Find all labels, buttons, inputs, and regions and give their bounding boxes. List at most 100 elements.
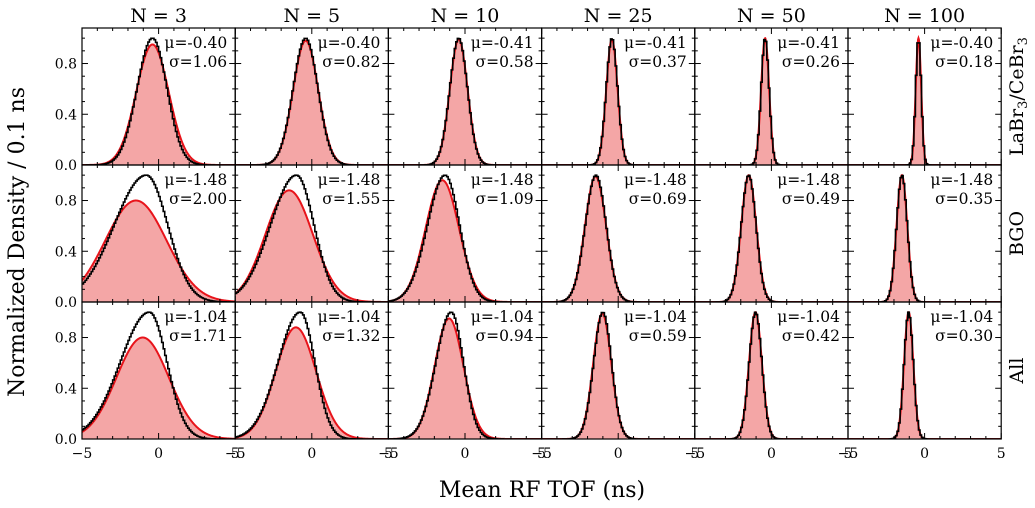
y-tick-label: 0.8 — [55, 331, 77, 347]
x-tick-label: 5 — [231, 446, 240, 462]
y-tick-label: 0.4 — [55, 381, 77, 397]
x-tick-label: 0 — [920, 446, 929, 462]
y-tick-label: 0.0 — [55, 158, 77, 174]
histogram-panel: 0.0 0.4 0.8 −5 0 5 μ=-1.04σ=1.71 — [55, 301, 240, 462]
y-tick-label: 0.0 — [55, 295, 77, 311]
histogram-panel: μ=-0.41σ=0.37 — [540, 27, 696, 166]
histogram-step — [82, 311, 236, 439]
row-label-part: /CeBr — [1006, 44, 1028, 100]
mu-annotation: μ=-1.04 — [930, 308, 993, 326]
fit-area — [541, 176, 695, 302]
sigma-annotation: σ=0.37 — [629, 53, 687, 71]
row-label: BGO — [1006, 211, 1028, 256]
mu-annotation: μ=-1.04 — [777, 308, 840, 326]
sigma-annotation: σ=0.49 — [782, 190, 840, 208]
mu-annotation: μ=-1.48 — [164, 171, 227, 189]
mu-annotation: μ=-1.48 — [471, 171, 534, 189]
column-header: N = 25 — [584, 5, 653, 27]
mu-annotation: μ=-1.48 — [624, 171, 687, 189]
sigma-annotation: σ=0.59 — [629, 327, 687, 345]
fit-area — [388, 39, 542, 165]
mu-annotation: μ=-1.48 — [318, 171, 381, 189]
x-tick-label: 0 — [767, 446, 776, 462]
y-tick-label: 0.4 — [55, 107, 77, 123]
y-tick-label: 0.8 — [55, 194, 77, 210]
sigma-annotation: σ=0.82 — [322, 53, 380, 71]
mu-annotation: μ=-0.41 — [471, 34, 534, 52]
histogram-step — [848, 311, 1002, 439]
fit-area — [82, 44, 236, 165]
row-label-part: 3 — [1016, 101, 1031, 109]
sigma-annotation: σ=0.69 — [629, 190, 687, 208]
histogram-step — [541, 174, 695, 302]
row-label-part: LaBr — [1006, 108, 1028, 156]
histogram-panel: −5 0 5 μ=-1.04σ=0.30 — [838, 301, 1006, 462]
histogram-panel: 0.0 0.4 0.8 μ=-0.40σ=1.06 — [55, 27, 236, 174]
row-label: All — [1006, 358, 1028, 385]
mu-annotation: μ=-0.41 — [777, 34, 840, 52]
histogram-step — [541, 38, 695, 165]
column-header: N = 50 — [737, 5, 806, 27]
histogram-panel: μ=-0.41σ=0.58 — [387, 27, 543, 166]
mu-annotation: μ=-1.04 — [318, 308, 381, 326]
histogram-panel: −5 0 5 μ=-1.04σ=1.32 — [225, 301, 393, 462]
histogram-panel: μ=-1.48σ=0.49 — [694, 164, 849, 303]
fit-area — [82, 200, 236, 302]
sigma-annotation: σ=0.58 — [476, 53, 534, 71]
figure-labels: Mean RF TOF (ns) Normalized Density / 0.… — [5, 87, 645, 503]
x-tick-label: −5 — [72, 446, 93, 462]
sigma-annotation: σ=2.00 — [169, 190, 227, 208]
y-axis-label: Normalized Density / 0.1 ns — [5, 87, 30, 397]
mu-annotation: μ=-1.04 — [471, 308, 534, 326]
column-header: N = 100 — [884, 5, 965, 27]
mu-annotation: μ=-0.40 — [318, 34, 381, 52]
mu-annotation: μ=-1.04 — [164, 308, 227, 326]
histogram-step — [848, 42, 1002, 165]
histogram-panel: −5 0 5 μ=-1.04σ=0.59 — [531, 301, 699, 462]
histogram-panel: μ=-1.48σ=0.35 — [847, 164, 1002, 303]
histogram-panel: μ=-1.48σ=1.09 — [387, 164, 543, 303]
sigma-annotation: σ=0.18 — [935, 53, 993, 71]
mu-annotation: μ=-0.40 — [164, 34, 227, 52]
y-tick-label: 0.8 — [55, 57, 77, 73]
x-tick-label: 5 — [537, 446, 546, 462]
mu-annotation: μ=-1.48 — [777, 171, 840, 189]
x-tick-label: −5 — [531, 446, 552, 462]
y-tick-label: 0.4 — [55, 244, 77, 260]
x-tick-label: 5 — [997, 446, 1006, 462]
mu-annotation: μ=-0.40 — [930, 34, 993, 52]
x-tick-label: 5 — [384, 446, 393, 462]
x-tick-label: 0 — [307, 446, 316, 462]
y-tick-label: 0.0 — [55, 432, 77, 448]
column-header: N = 3 — [130, 5, 187, 27]
row-label: LaBr3/CeBr3 — [1006, 37, 1031, 156]
fit-area — [235, 327, 389, 439]
x-axis-label: Mean RF TOF (ns) — [439, 478, 645, 503]
sigma-annotation: σ=1.09 — [476, 190, 534, 208]
sigma-annotation: σ=1.55 — [322, 190, 380, 208]
mu-annotation: μ=-1.48 — [930, 171, 993, 189]
sigma-annotation: σ=0.30 — [935, 327, 993, 345]
histogram-step — [694, 38, 848, 165]
x-tick-label: −5 — [225, 446, 246, 462]
sigma-annotation: σ=0.26 — [782, 53, 840, 71]
sigma-annotation: σ=0.94 — [476, 327, 534, 345]
fit-area — [235, 40, 389, 165]
histogram-step — [82, 174, 236, 302]
histogram-panel: 0.0 0.4 0.8 μ=-1.48σ=2.00 — [55, 164, 236, 311]
histogram-panel: μ=-0.40σ=0.18 — [847, 27, 1002, 166]
mu-annotation: μ=-1.04 — [624, 308, 687, 326]
column-header: N = 10 — [431, 5, 500, 27]
mu-annotation: μ=-0.41 — [624, 34, 687, 52]
fit-curve — [82, 199, 236, 302]
histogram-panel: μ=-0.41σ=0.26 — [694, 27, 849, 166]
sigma-annotation: σ=1.32 — [322, 327, 380, 345]
sigma-annotation: σ=0.42 — [782, 327, 840, 345]
x-tick-label: 0 — [461, 446, 470, 462]
x-tick-label: −5 — [684, 446, 705, 462]
fit-area — [388, 180, 542, 302]
histogram-panel: μ=-1.48σ=0.69 — [540, 164, 696, 303]
x-tick-label: 0 — [154, 446, 163, 462]
